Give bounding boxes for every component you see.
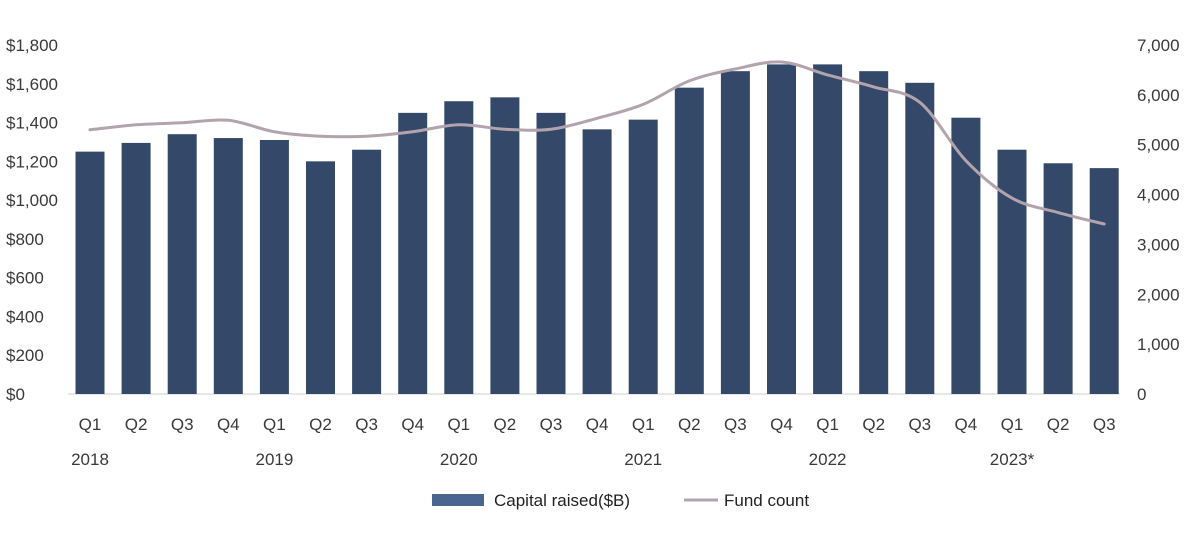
x-tick-year-label: 2022 — [809, 450, 847, 469]
legend-label-fund-count: Fund count — [724, 491, 809, 510]
x-tick-quarter-label: Q2 — [862, 415, 885, 434]
x-tick-year-label: 2023* — [990, 450, 1035, 469]
right-y-tick-label: 5,000 — [1137, 136, 1180, 155]
x-tick-quarter-label: Q3 — [540, 415, 563, 434]
left-y-tick-label: $0 — [6, 385, 25, 404]
x-axis-year-labels: 2018 2019 2020 2021 2022 2023* — [71, 450, 1035, 469]
x-tick-quarter-label: Q4 — [586, 415, 609, 434]
left-y-tick-label: $1,800 — [6, 36, 58, 55]
bar-capital-raised — [813, 64, 843, 394]
x-tick-quarter-label: Q1 — [79, 415, 102, 434]
x-tick-quarter-label: Q4 — [955, 415, 978, 434]
x-tick-quarter-label: Q2 — [494, 415, 517, 434]
x-tick-quarter-label: Q4 — [401, 415, 424, 434]
right-y-tick-label: 1,000 — [1137, 335, 1180, 354]
bar-capital-raised — [1089, 168, 1119, 394]
left-y-tick-label: $1,600 — [6, 75, 58, 94]
bar-capital-raised — [628, 119, 658, 395]
left-y-tick-label: $1,400 — [6, 114, 58, 133]
bar-capital-raised — [1043, 163, 1073, 394]
x-tick-year-label: 2021 — [624, 450, 662, 469]
right-y-tick-label: 6,000 — [1137, 86, 1180, 105]
bar-capital-raised — [75, 151, 105, 394]
right-y-tick-label: 4,000 — [1137, 186, 1180, 205]
x-tick-quarter-label: Q4 — [770, 415, 793, 434]
left-y-tick-label: $200 — [6, 346, 44, 365]
bar-capital-raised — [259, 140, 289, 394]
bar-capital-raised — [997, 149, 1027, 394]
bar-capital-raised — [674, 87, 704, 395]
x-tick-quarter-label: Q4 — [217, 415, 240, 434]
right-y-tick-label: 0 — [1137, 385, 1146, 404]
fund-count-line — [88, 60, 1106, 226]
x-tick-quarter-label: Q1 — [447, 415, 470, 434]
left-y-tick-label: $1,000 — [6, 191, 58, 210]
bar-capital-raised — [859, 71, 889, 395]
x-tick-quarter-label: Q3 — [355, 415, 378, 434]
right-y-tick-label: 3,000 — [1137, 235, 1180, 254]
capital-raised-bars — [75, 64, 1119, 395]
left-y-tick-label: $1,200 — [6, 152, 58, 171]
x-tick-quarter-label: Q2 — [309, 415, 332, 434]
bar-capital-raised — [951, 117, 981, 394]
left-y-tick-label: $800 — [6, 230, 44, 249]
left-y-tick-label: $600 — [6, 269, 44, 288]
right-y-tick-label: 7,000 — [1137, 36, 1180, 55]
bar-capital-raised — [213, 138, 243, 394]
bar-capital-raised — [536, 112, 566, 394]
x-axis-quarter-labels: Q1 Q2 Q3 Q4 Q1 Q2 Q3 Q4 Q1 Q2 Q3 Q4 Q1 Q2 Q3 Q4 Q1 Q2 Q3 Q4… — [79, 415, 1116, 434]
bar-capital-raised — [352, 149, 382, 394]
right-y-tick-label: 2,000 — [1137, 285, 1180, 304]
fund-count-line-series — [88, 60, 1106, 226]
bar-capital-raised — [306, 161, 335, 394]
x-tick-year-label: 2019 — [255, 450, 293, 469]
x-tick-quarter-label: Q2 — [125, 415, 148, 434]
x-tick-quarter-label: Q2 — [1047, 415, 1070, 434]
x-tick-year-label: 2018 — [71, 450, 109, 469]
x-tick-quarter-label: Q1 — [263, 415, 286, 434]
legend-swatch-capital-raised — [432, 494, 484, 506]
bar-capital-raised — [490, 97, 520, 394]
bar-capital-raised — [720, 71, 750, 395]
x-tick-quarter-label: Q3 — [171, 415, 194, 434]
x-tick-quarter-label: Q3 — [1093, 415, 1116, 434]
x-tick-quarter-label: Q1 — [632, 415, 655, 434]
x-tick-quarter-label: Q2 — [678, 415, 701, 434]
x-tick-quarter-label: Q3 — [724, 415, 747, 434]
left-y-axis: $0 $200 $400 $600 $800 $1,000 $1,200 $1,400 $1,6… — [6, 36, 58, 404]
right-y-axis: 0 1,000 2,000 3,000 4,000 5,000 6,000 7,000 — [1137, 36, 1180, 404]
bar-capital-raised — [582, 129, 612, 394]
x-tick-quarter-label: Q1 — [1001, 415, 1024, 434]
bar-capital-raised — [121, 142, 151, 394]
left-y-tick-label: $400 — [6, 307, 44, 326]
x-tick-quarter-label: Q1 — [816, 415, 839, 434]
legend-label-capital-raised: Capital raised($B) — [494, 491, 630, 510]
bar-capital-raised — [767, 64, 796, 394]
bar-capital-raised — [444, 101, 474, 394]
bar-capital-raised — [398, 112, 428, 394]
x-tick-quarter-label: Q3 — [908, 415, 931, 434]
bar-capital-raised — [905, 82, 935, 394]
x-tick-year-label: 2020 — [440, 450, 478, 469]
bar-capital-raised — [167, 134, 197, 394]
legend: Capital raised($B) Fund count — [432, 491, 809, 510]
